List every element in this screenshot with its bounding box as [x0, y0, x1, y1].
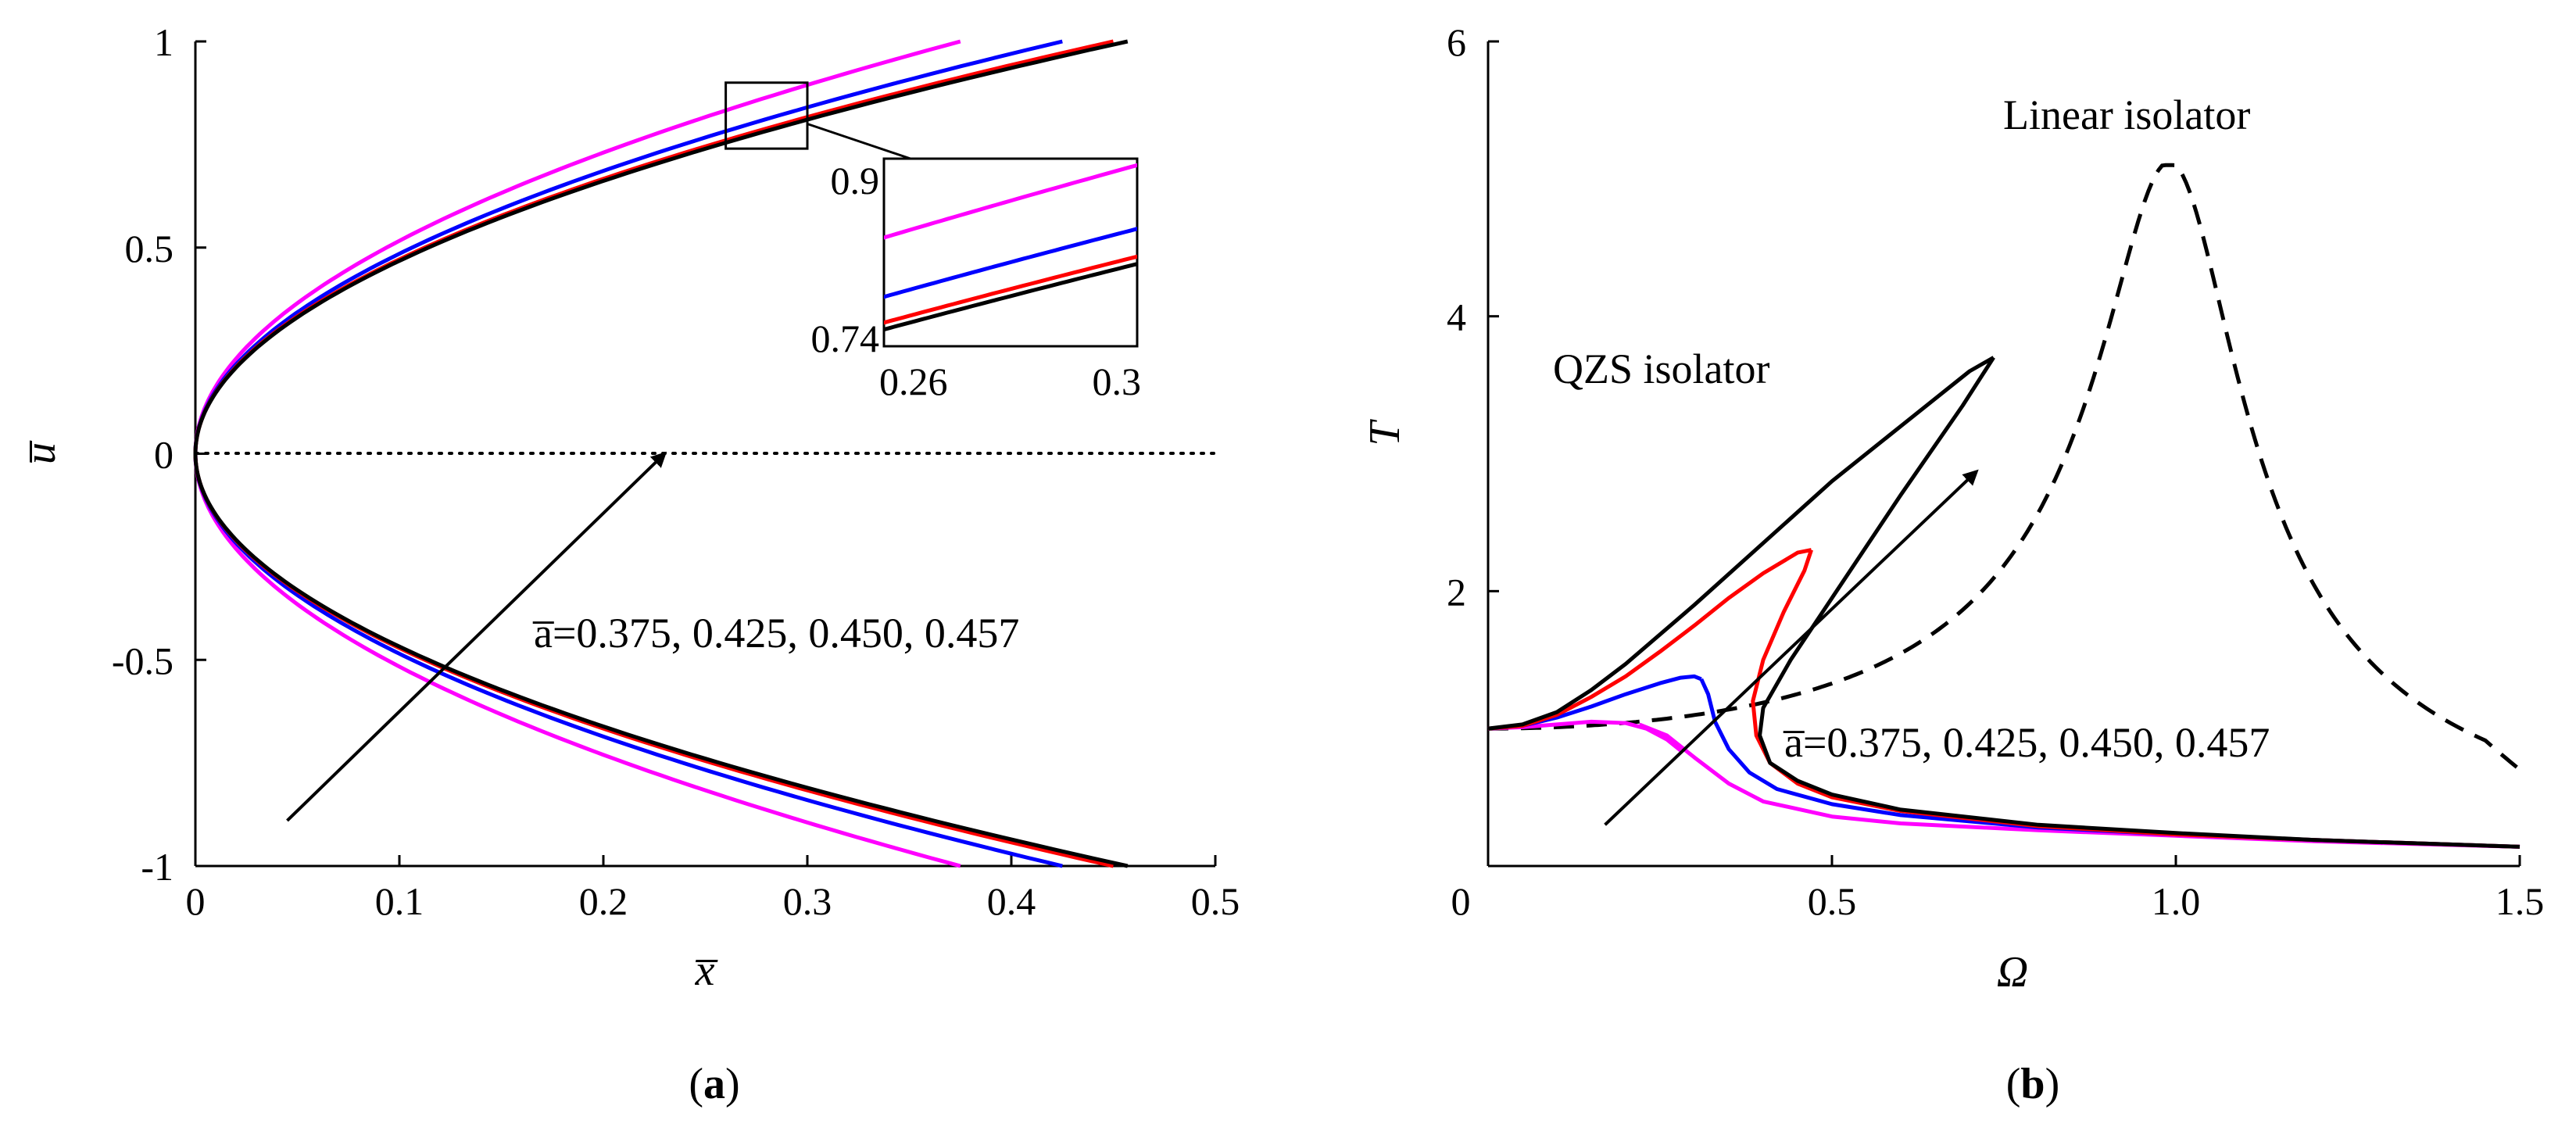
panel-b-direction-arrow — [1604, 469, 1979, 826]
panel-a-xlabel: x̅ — [695, 947, 719, 995]
panel-b-xtick-label: 1.5 — [2496, 879, 2545, 923]
panel-b-chart: 0 0.5 1.0 1.5 2 4 6 Linear isolator QZS isolat… — [1361, 20, 2544, 1108]
panel-a-inset-series-0.457 — [884, 262, 1137, 332]
panel-a-ytick-label: -0.5 — [112, 639, 174, 682]
panel-b-qzs-upper-0.457 — [1487, 356, 1995, 731]
panel-b-parameter-annotation: a̅=0.375, 0.425, 0.450, 0.457 — [1783, 719, 2270, 766]
panel-a-series-0.457 — [193, 39, 1129, 868]
panel-a-xtick-label: 0.2 — [579, 879, 628, 923]
panel-a-xtick-label: 0.5 — [1191, 879, 1240, 923]
panel-b-xtick-label: 0 — [1451, 879, 1471, 923]
panel-b-label: (b) — [2006, 1060, 2059, 1108]
panel-b-ytick-label: 4 — [1447, 295, 1466, 339]
panel-a-xtick-label: 0.4 — [987, 879, 1036, 923]
panel-b-qzs-upper-0.375 — [1487, 719, 1682, 753]
panel-a-zoom-box — [724, 81, 809, 150]
panel-b-xtick-label: 0.5 — [1808, 879, 1857, 923]
panel-a-inset-series-0.450 — [884, 254, 1137, 325]
panel-b-ylabel: T — [1361, 419, 1409, 446]
panel-a-zoom-connector — [807, 123, 911, 160]
panel-a-ytick-label: 0 — [154, 433, 174, 477]
panel-a-inset-xtick-right: 0.3 — [1093, 360, 1142, 403]
panel-a-ytick-label: -1 — [141, 845, 174, 889]
panel-a-chart: 0 0.1 0.2 0.3 0.4 0.5 -1 -0.5 0 0.5 1 0.9 0.74 0.2… — [16, 20, 1240, 1108]
panel-a-inset-series-0.375 — [884, 163, 1137, 240]
panel-b-linear-isolator-label: Linear isolator — [2003, 91, 2250, 138]
panel-a-inset: 0.9 0.74 0.26 0.3 — [811, 157, 1142, 403]
panel-a-ylabel: u̅ — [16, 440, 65, 464]
panel-a-xtick-label: 0.3 — [783, 879, 832, 923]
panel-b-xlabel: Ω — [1997, 948, 2029, 997]
panel-a-ytick-label: 0.5 — [125, 227, 174, 270]
panel-a-label: (a) — [689, 1060, 739, 1108]
panel-b-linear-isolator-curve — [1488, 163, 2521, 771]
panel-a-xtick-label: 0 — [186, 879, 206, 923]
panel-a-inset-series-0.425 — [884, 227, 1137, 299]
panel-a-direction-arrow — [286, 451, 667, 822]
panel-a-inset-ytick-bottom: 0.74 — [811, 317, 880, 360]
panel-a-inset-ytick-top: 0.9 — [831, 159, 880, 202]
panel-b-xtick-label: 1.0 — [2152, 879, 2201, 923]
panel-a-parameter-annotation: a̅=0.375, 0.425, 0.450, 0.457 — [532, 610, 1019, 657]
panel-b-qzs-isolator-label: QZS isolator — [1553, 345, 1770, 392]
panel-a-xtick-label: 0.1 — [375, 879, 424, 923]
panel-b-qzs-lower-0.457 — [1758, 356, 2521, 849]
panel-a-inset-frame — [882, 157, 1139, 348]
panel-b-qzs-upper-0.450 — [1487, 548, 1812, 731]
panel-b-ytick-label: 2 — [1447, 570, 1466, 614]
panel-b-ytick-label: 6 — [1447, 20, 1466, 64]
panel-a-ytick-label: 1 — [154, 20, 174, 64]
panel-a-inset-xtick-left: 0.26 — [879, 360, 948, 403]
